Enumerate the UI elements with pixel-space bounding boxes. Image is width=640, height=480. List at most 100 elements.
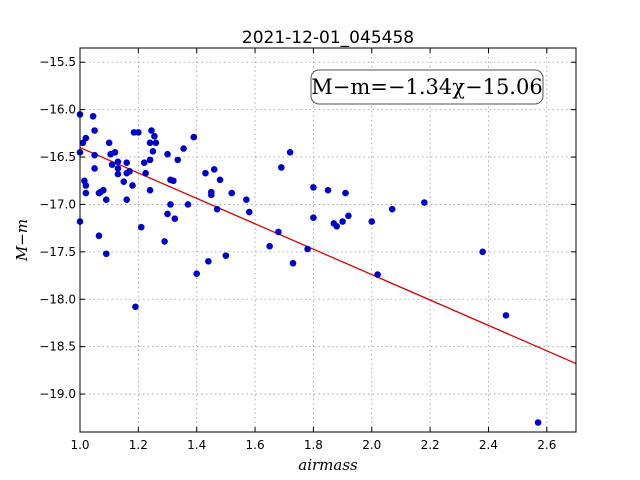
x-tick-label: 1.4 bbox=[187, 438, 206, 452]
equation-label: M−m=−1.34χ−15.06 bbox=[311, 75, 542, 99]
data-point bbox=[339, 218, 346, 225]
data-point bbox=[114, 170, 122, 178]
data-point bbox=[245, 208, 253, 216]
data-point bbox=[310, 184, 317, 191]
data-point bbox=[161, 238, 168, 245]
x-axis-label: airmass bbox=[298, 456, 358, 474]
data-point bbox=[123, 196, 130, 204]
data-point bbox=[120, 178, 128, 185]
data-point bbox=[534, 419, 542, 426]
data-point bbox=[345, 212, 352, 220]
data-point bbox=[114, 165, 122, 172]
data-point bbox=[479, 248, 486, 256]
data-point bbox=[95, 232, 103, 240]
y-tick-label: −19.0 bbox=[39, 387, 76, 401]
plot-frame bbox=[79, 47, 577, 433]
data-point bbox=[324, 186, 332, 194]
data-point bbox=[108, 161, 116, 168]
data-point bbox=[167, 201, 174, 208]
y-tick-label: −16.5 bbox=[39, 150, 76, 164]
data-point bbox=[97, 188, 104, 196]
data-point bbox=[79, 139, 87, 147]
x-tick-label: 1.6 bbox=[246, 438, 265, 452]
data-point bbox=[82, 189, 90, 197]
data-point bbox=[89, 112, 97, 120]
data-point bbox=[310, 214, 317, 222]
data-point bbox=[135, 129, 142, 136]
data-point bbox=[171, 215, 179, 222]
data-point bbox=[164, 150, 171, 158]
data-point bbox=[222, 252, 230, 259]
data-point bbox=[111, 148, 119, 156]
data-point bbox=[164, 210, 171, 218]
data-point bbox=[207, 191, 215, 199]
data-point bbox=[286, 148, 294, 156]
data-point bbox=[502, 312, 510, 319]
data-point bbox=[82, 134, 90, 142]
data-point bbox=[148, 127, 155, 134]
data-point bbox=[205, 258, 212, 265]
y-tick-label: −17.5 bbox=[39, 245, 76, 259]
x-tick-label: 1.0 bbox=[70, 438, 89, 452]
x-tick-label: 2.4 bbox=[479, 438, 498, 452]
data-point bbox=[333, 222, 341, 230]
data-point bbox=[126, 167, 133, 175]
data-point bbox=[129, 182, 136, 189]
data-point bbox=[213, 205, 221, 213]
chart-title: 2021-12-01_045458 bbox=[242, 28, 414, 48]
y-tick-label: −17.0 bbox=[39, 197, 76, 211]
fit-line bbox=[79, 146, 577, 365]
data-point bbox=[82, 182, 90, 189]
data-point bbox=[216, 176, 224, 184]
y-tick-label: −16.0 bbox=[39, 103, 76, 117]
data-point bbox=[91, 151, 98, 159]
data-point bbox=[102, 250, 110, 258]
data-point bbox=[374, 271, 381, 278]
x-tick-label: 2.6 bbox=[537, 438, 556, 452]
data-point bbox=[91, 165, 98, 172]
data-point bbox=[146, 186, 154, 194]
data-point bbox=[193, 270, 201, 277]
data-point bbox=[137, 223, 145, 231]
y-axis-label: M−m bbox=[13, 219, 31, 262]
data-point bbox=[149, 148, 157, 155]
plot-area bbox=[80, 48, 576, 432]
gridlines bbox=[79, 48, 576, 432]
data-point bbox=[114, 158, 122, 166]
data-point bbox=[132, 303, 139, 311]
data-point bbox=[180, 145, 187, 152]
data-point bbox=[142, 169, 149, 177]
data-point bbox=[170, 177, 177, 185]
data-point bbox=[342, 189, 349, 197]
x-tick-label: 2.0 bbox=[362, 438, 381, 452]
x-tick-label: 1.8 bbox=[304, 438, 323, 452]
data-point bbox=[202, 169, 209, 177]
data-point bbox=[228, 189, 236, 197]
data-point bbox=[184, 201, 192, 208]
data-point bbox=[146, 139, 154, 147]
y-tick-label: −18.0 bbox=[39, 292, 76, 306]
data-point bbox=[102, 196, 110, 204]
data-point bbox=[174, 156, 182, 164]
data-point bbox=[420, 199, 428, 206]
data-point bbox=[152, 139, 160, 147]
x-tick-label: 2.2 bbox=[421, 438, 440, 452]
data-point bbox=[278, 164, 285, 171]
data-point bbox=[146, 156, 154, 164]
data-point bbox=[368, 218, 376, 225]
data-point bbox=[190, 133, 198, 141]
data-point bbox=[388, 205, 396, 213]
y-tick-label: −18.5 bbox=[39, 340, 76, 354]
fit-line-layer bbox=[79, 146, 577, 365]
data-points bbox=[76, 111, 542, 426]
y-tick-label: −15.5 bbox=[39, 55, 76, 69]
axis-ticks: 1.0 1.2 1.4 1.6 1.8 2.0 2.2 2.4 2.6 −15.5 −16.0 −16… bbox=[39, 48, 576, 452]
data-point bbox=[266, 242, 273, 250]
data-point bbox=[210, 166, 218, 173]
data-point bbox=[105, 139, 113, 147]
x-tick-label: 1.2 bbox=[129, 438, 148, 452]
data-point bbox=[243, 196, 250, 204]
data-point bbox=[289, 259, 297, 267]
data-point bbox=[140, 159, 148, 167]
